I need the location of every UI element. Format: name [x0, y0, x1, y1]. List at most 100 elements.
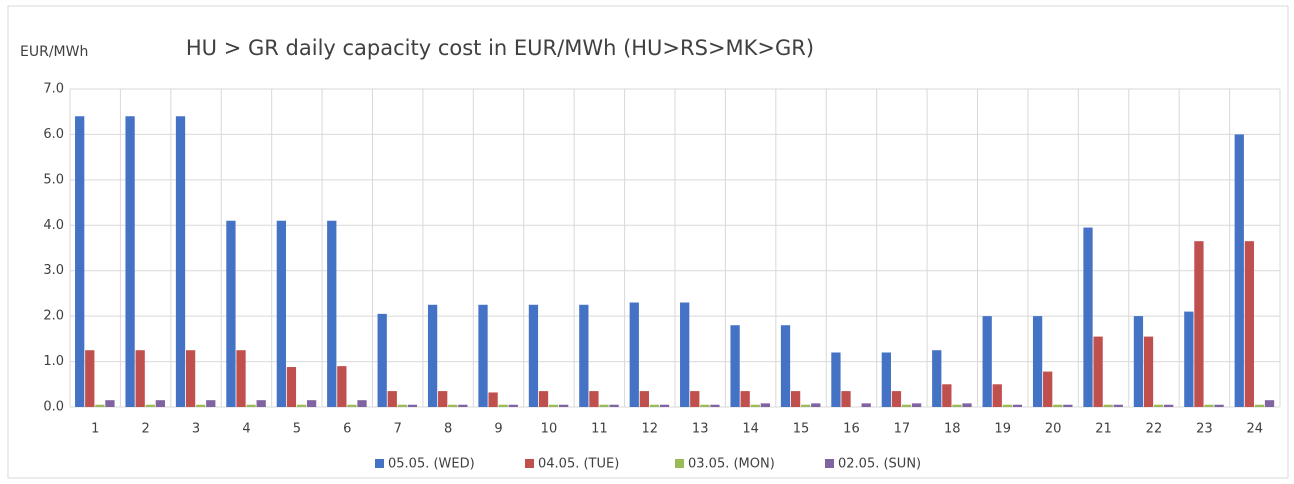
bar — [750, 404, 760, 407]
bar — [246, 404, 256, 407]
bar — [801, 404, 811, 407]
bar — [175, 116, 186, 407]
x-tick-label: 1 — [91, 422, 99, 437]
bar — [609, 404, 619, 407]
y-tick-label: 4.0 — [43, 218, 64, 233]
bar — [1053, 404, 1063, 407]
legend-swatch — [675, 459, 684, 468]
x-tick-label: 7 — [394, 422, 402, 437]
bar — [1032, 316, 1043, 407]
bar — [286, 367, 297, 407]
bar — [1234, 134, 1244, 407]
bar — [901, 404, 912, 407]
bar — [1133, 316, 1144, 407]
x-tick-label: 12 — [642, 422, 659, 437]
legend-label: 04.05. (TUE) — [538, 457, 619, 472]
bar — [438, 391, 448, 407]
bar — [1244, 241, 1254, 407]
bar — [397, 404, 407, 407]
y-tick-label: 5.0 — [43, 172, 64, 187]
x-tick-label: 24 — [1247, 422, 1264, 437]
bar — [226, 220, 236, 407]
legend-label: 05.05. (WED) — [388, 457, 475, 472]
bar — [649, 404, 660, 407]
bar — [1194, 241, 1204, 407]
bar — [992, 384, 1002, 407]
bar — [448, 404, 458, 407]
bar — [538, 391, 549, 407]
bar — [1002, 404, 1012, 407]
bar — [498, 404, 508, 407]
bar — [730, 325, 740, 407]
y-tick-label: 1.0 — [43, 354, 64, 369]
bar — [458, 404, 468, 407]
bar — [1153, 404, 1164, 407]
bar — [185, 350, 196, 407]
x-tick-label: 10 — [541, 422, 558, 437]
bar — [811, 403, 821, 407]
bar — [1214, 404, 1224, 407]
legend-swatch — [525, 459, 534, 468]
bar — [780, 325, 791, 407]
legend-label: 03.05. (MON) — [688, 457, 775, 472]
bar — [1093, 336, 1103, 407]
bar — [1164, 404, 1174, 407]
bar — [256, 400, 266, 407]
bar — [1103, 404, 1113, 407]
bar — [790, 391, 801, 407]
y-tick-label: 3.0 — [43, 263, 64, 278]
bar — [327, 220, 337, 407]
bar — [891, 391, 902, 407]
x-tick-label: 5 — [293, 422, 301, 437]
bar — [236, 350, 246, 407]
bar — [488, 392, 498, 407]
bar — [85, 350, 95, 407]
bar — [155, 400, 165, 407]
bar — [760, 403, 770, 407]
x-tick-label: 22 — [1146, 422, 1163, 437]
bar — [478, 304, 488, 407]
bar — [559, 404, 569, 407]
bar — [1063, 404, 1073, 407]
x-tick-label: 23 — [1196, 422, 1213, 437]
bar — [357, 400, 367, 407]
bar — [296, 404, 307, 407]
bar — [710, 404, 720, 407]
x-tick-label: 3 — [192, 422, 200, 437]
y-tick-label: 6.0 — [43, 127, 64, 142]
bar — [639, 391, 649, 407]
y-tick-label: 0.0 — [43, 400, 64, 415]
bar — [95, 404, 105, 407]
bar — [548, 404, 559, 407]
x-tick-label: 20 — [1045, 422, 1062, 437]
bar — [407, 404, 418, 407]
bar — [125, 116, 135, 407]
x-tick-label: 17 — [894, 422, 911, 437]
bar — [75, 116, 85, 407]
x-tick-label: 13 — [692, 422, 709, 437]
x-tick-label: 16 — [843, 422, 860, 437]
bar — [831, 352, 841, 407]
legend-swatch — [825, 459, 834, 468]
bar — [1184, 311, 1194, 407]
bar — [659, 404, 670, 407]
bar — [1043, 371, 1053, 407]
bar — [145, 404, 155, 407]
x-tick-label: 8 — [444, 422, 452, 437]
bar — [196, 404, 206, 407]
bar — [1012, 404, 1023, 407]
bar — [690, 391, 700, 407]
bar — [337, 366, 347, 407]
bar — [105, 400, 115, 407]
x-tick-label: 18 — [944, 422, 961, 437]
bar — [962, 403, 972, 407]
chart-title: HU > GR daily capacity cost in EUR/MWh (… — [186, 36, 814, 60]
y-axis-label: EUR/MWh — [20, 44, 88, 60]
bar — [589, 391, 599, 407]
legend-label: 02.05. (SUN) — [838, 457, 921, 472]
bar — [629, 302, 639, 407]
bar — [1143, 336, 1154, 407]
x-tick-label: 2 — [141, 422, 149, 437]
bar — [306, 400, 317, 407]
